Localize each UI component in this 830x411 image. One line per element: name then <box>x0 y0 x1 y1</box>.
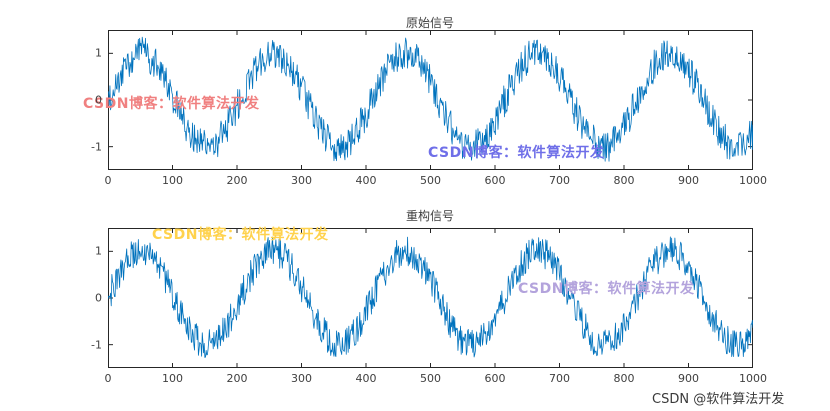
x-tick-label: 300 <box>291 174 312 187</box>
x-tick-label: 100 <box>162 372 183 385</box>
x-tick-label: 800 <box>613 174 635 187</box>
x-tick-label: 700 <box>549 372 570 385</box>
plot-title-reconstructed: 重构信号 <box>405 209 455 223</box>
y-tick-label: 0 <box>95 291 102 305</box>
plot-area-reconstructed <box>108 228 753 368</box>
plot-area-original <box>108 30 753 170</box>
y-tick-label: 1 <box>95 46 102 60</box>
x-tick-label: 400 <box>355 174 377 187</box>
plot-title-original: 原始信号 <box>405 16 455 30</box>
x-tick-label: 500 <box>420 372 441 385</box>
x-tick-label: 600 <box>484 372 506 385</box>
x-tick-label: 700 <box>549 174 570 187</box>
x-tick-label: 1000 <box>739 372 767 385</box>
x-tick-label: 200 <box>226 174 248 187</box>
x-tick-label: 600 <box>484 174 506 187</box>
x-tick-label: 0 <box>104 372 112 385</box>
x-tick-label: 900 <box>678 372 699 385</box>
y-tick-label: 1 <box>95 244 102 258</box>
x-tick-label: 900 <box>678 174 699 187</box>
y-tick-label: -1 <box>91 140 102 154</box>
x-tick-label: 100 <box>162 174 183 187</box>
watermark-footer: CSDN @软件算法开发 <box>652 392 785 407</box>
x-tick-label: 300 <box>291 372 312 385</box>
x-tick-label: 200 <box>226 372 248 385</box>
x-tick-label: 400 <box>355 372 377 385</box>
y-tick-label: 0 <box>95 93 102 107</box>
x-tick-label: 1000 <box>739 174 767 187</box>
x-tick-label: 500 <box>420 174 441 187</box>
x-tick-label: 0 <box>104 174 112 187</box>
x-tick-label: 800 <box>613 372 635 385</box>
y-tick-label: -1 <box>91 338 102 352</box>
